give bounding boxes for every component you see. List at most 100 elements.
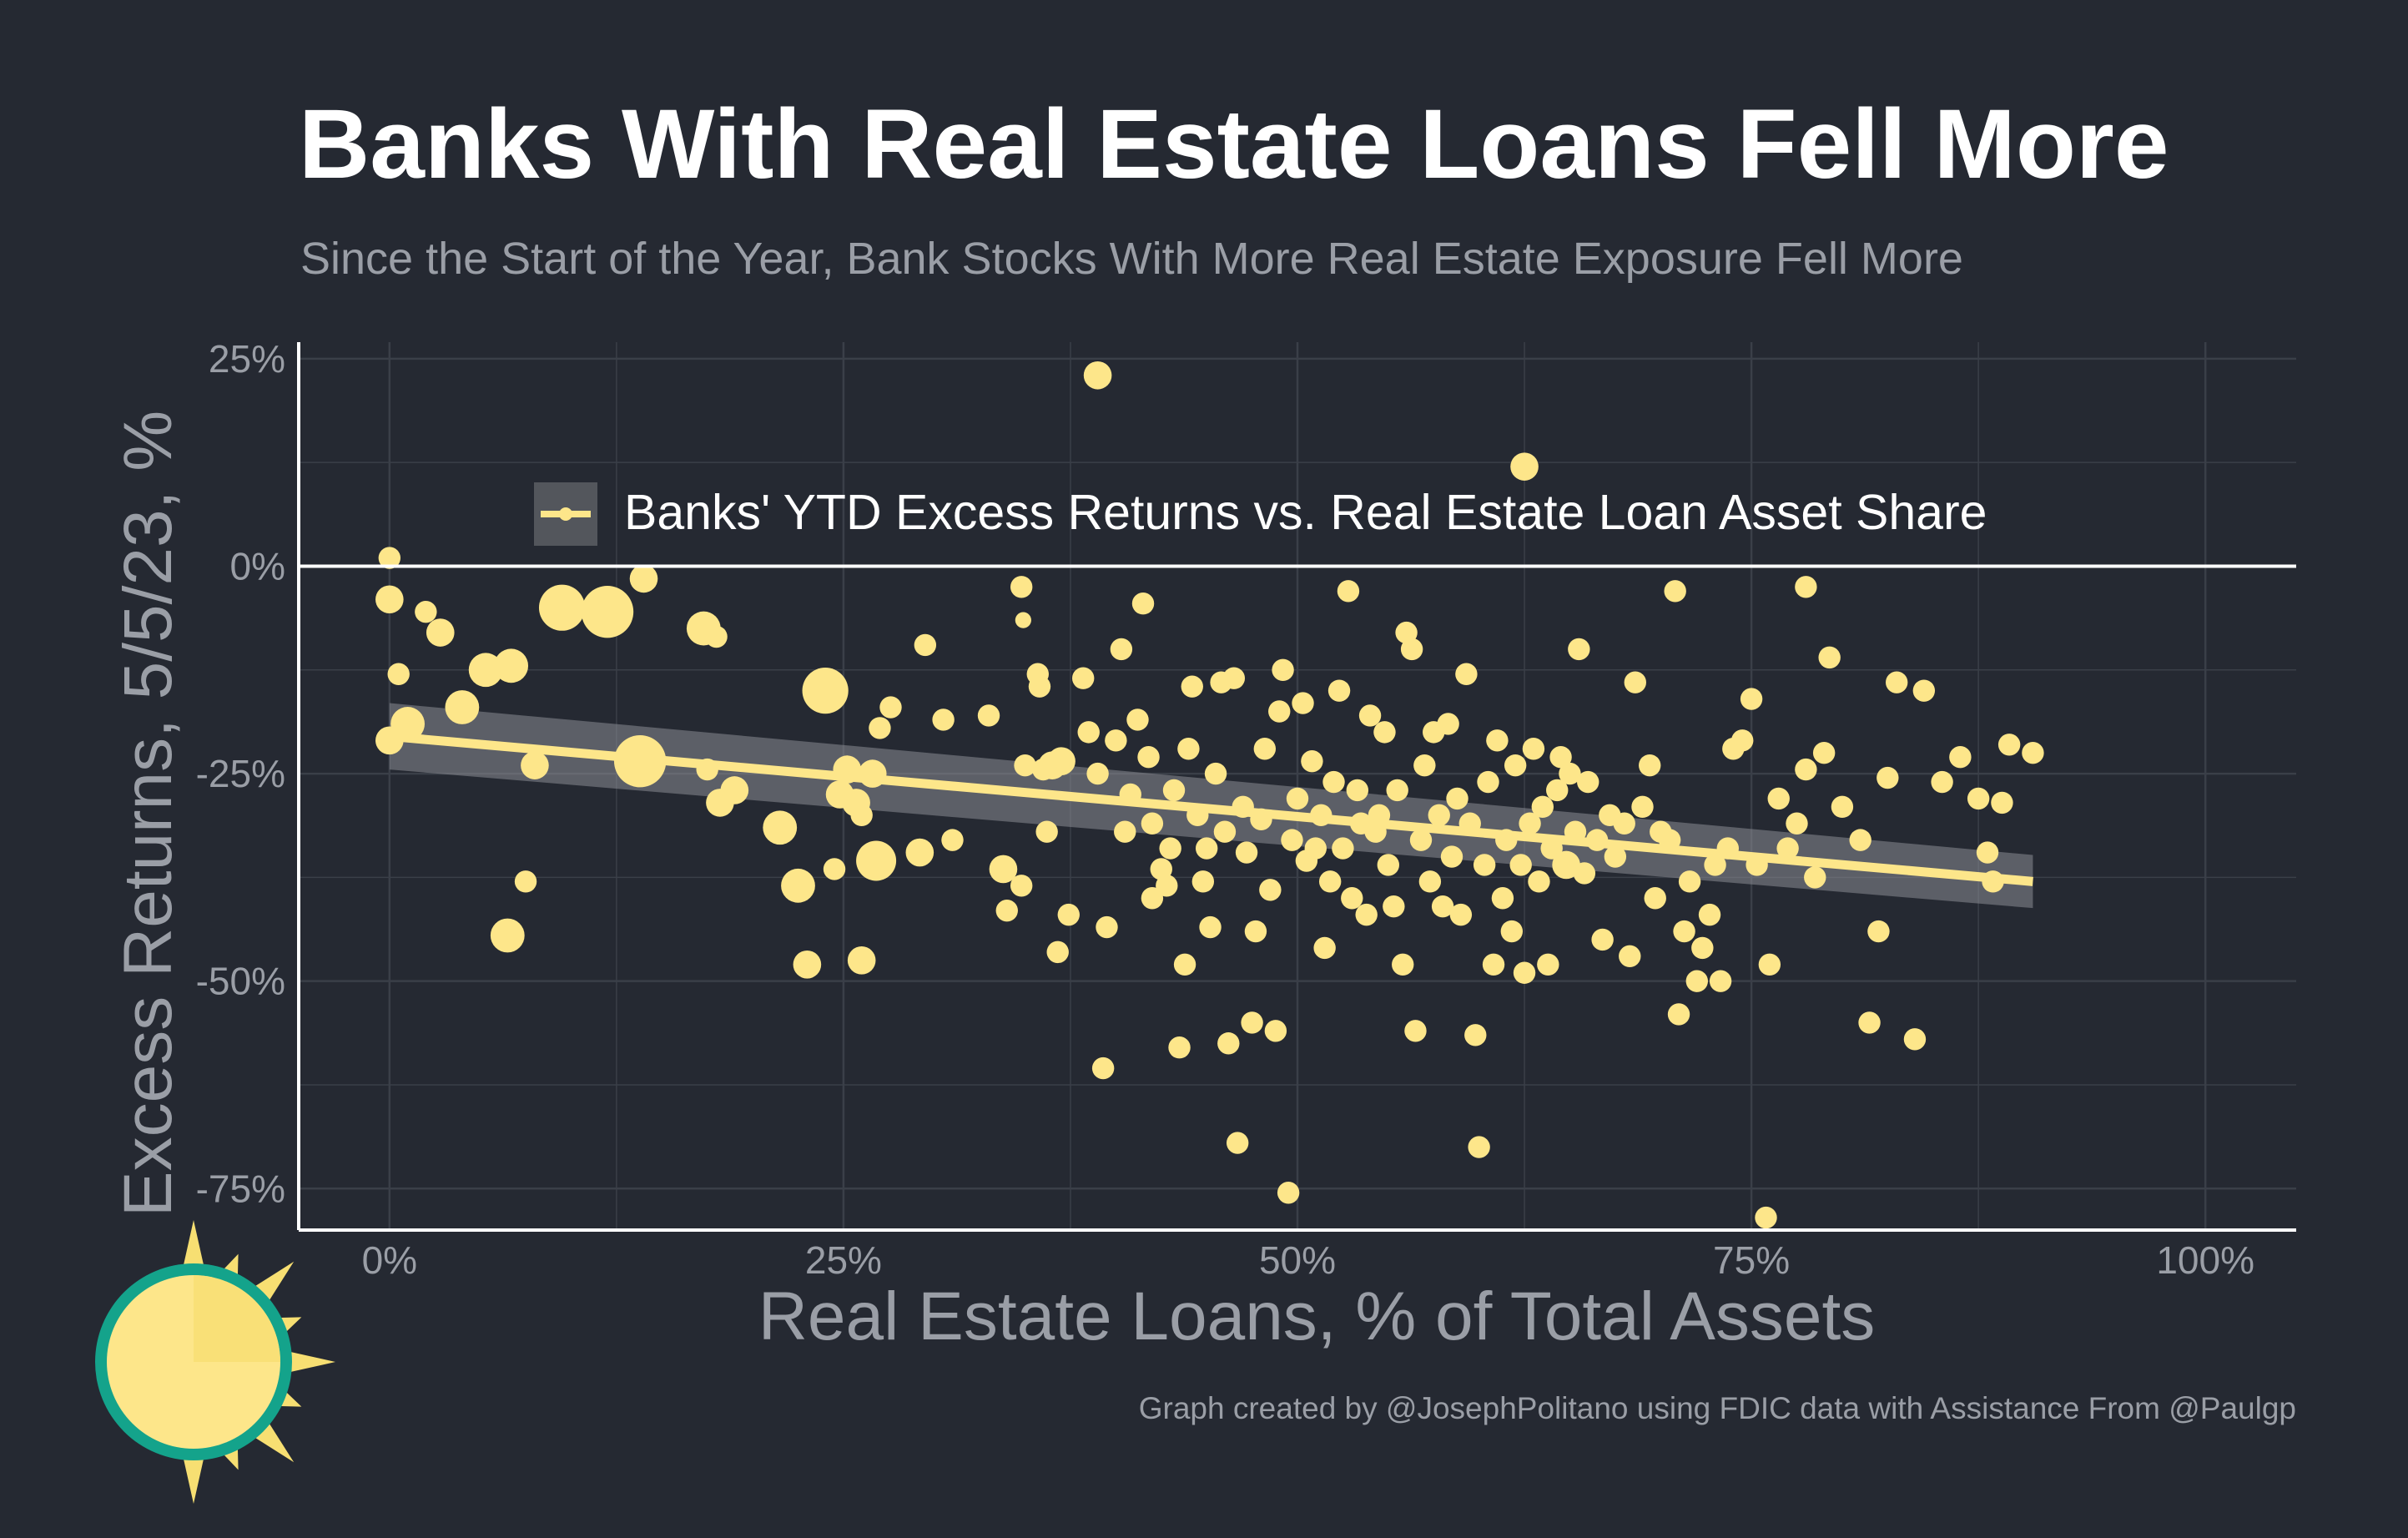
data-point-10 xyxy=(468,653,503,688)
data-point-77 xyxy=(1177,738,1200,760)
data-point-205 xyxy=(1886,671,1908,693)
data-point-28 xyxy=(823,858,846,880)
data-point-78 xyxy=(1181,675,1203,698)
data-point-214 xyxy=(1997,734,2021,756)
data-point-180 xyxy=(1673,920,1695,943)
data-point-156 xyxy=(1537,953,1559,976)
data-point-130 xyxy=(1418,870,1442,893)
data-point-112 xyxy=(1337,580,1360,603)
data-point-120 xyxy=(1373,721,1396,744)
data-point-202 xyxy=(1858,1011,1881,1034)
y-tick-label-4: -75% xyxy=(196,1167,285,1210)
data-point-1 xyxy=(1510,452,1539,481)
data-point-174 xyxy=(1639,754,1661,777)
data-point-155 xyxy=(1531,795,1554,819)
x-axis-label: Real Estate Loans, % of Total Assets xyxy=(758,1278,1876,1354)
data-point-105 xyxy=(1304,837,1327,860)
x-tick-label-0: 0% xyxy=(362,1238,417,1282)
x-tick-label-1: 25% xyxy=(805,1238,882,1282)
legend-label: Banks' YTD Excess Returns vs. Real Estat… xyxy=(624,485,1987,540)
data-point-133 xyxy=(1431,895,1454,918)
data-point-102 xyxy=(1292,692,1314,714)
data-point-35 xyxy=(856,840,897,881)
data-point-3 xyxy=(375,585,404,614)
data-point-145 xyxy=(1486,729,1509,752)
data-point-24 xyxy=(763,810,798,845)
data-point-123 xyxy=(1386,779,1408,802)
data-point-141 xyxy=(1468,1136,1490,1158)
data-point-154 xyxy=(1528,870,1550,893)
data-point-86 xyxy=(1217,1032,1240,1055)
data-point-88 xyxy=(1226,1132,1249,1154)
data-point-186 xyxy=(1709,970,1732,992)
data-point-2 xyxy=(378,547,401,569)
data-point-69 xyxy=(1141,812,1164,835)
data-point-178 xyxy=(1664,580,1686,603)
data-point-138 xyxy=(1455,663,1478,685)
data-point-137 xyxy=(1449,903,1473,926)
data-point-23 xyxy=(720,776,749,804)
data-point-206 xyxy=(1903,1028,1927,1051)
legend-dot xyxy=(559,507,572,521)
data-point-9 xyxy=(445,690,480,724)
data-point-87 xyxy=(1222,667,1246,689)
data-point-152 xyxy=(1519,812,1541,835)
data-point-109 xyxy=(1322,770,1345,794)
data-point-47 xyxy=(1015,612,1031,628)
data-point-194 xyxy=(1776,837,1799,860)
data-point-45 xyxy=(1010,875,1033,897)
data-point-58 xyxy=(1077,721,1100,744)
data-point-129 xyxy=(1413,754,1436,777)
data-point-150 xyxy=(1509,854,1532,876)
x-tick-label-4: 100% xyxy=(2156,1238,2254,1282)
data-point-167 xyxy=(1591,928,1614,951)
data-point-54 xyxy=(1046,940,1069,964)
data-point-17 xyxy=(629,564,658,593)
data-point-38 xyxy=(905,838,934,867)
data-point-4 xyxy=(387,663,410,685)
data-point-41 xyxy=(941,829,964,851)
data-point-73 xyxy=(1159,837,1181,860)
legend: Banks' YTD Excess Returns vs. Real Estat… xyxy=(534,482,1987,546)
data-point-211 xyxy=(1976,841,1999,864)
data-point-144 xyxy=(1482,953,1505,976)
data-point-125 xyxy=(1395,621,1418,644)
data-point-71 xyxy=(1150,858,1172,880)
data-point-134 xyxy=(1437,713,1459,735)
data-point-27 xyxy=(802,668,849,714)
data-point-108 xyxy=(1318,870,1342,893)
data-point-140 xyxy=(1464,1024,1487,1046)
trend-layer xyxy=(389,731,2033,886)
logo-sun-shade xyxy=(194,1275,280,1362)
data-point-197 xyxy=(1804,866,1826,889)
data-point-172 xyxy=(1624,671,1647,693)
data-point-135 xyxy=(1440,845,1463,868)
data-point-153 xyxy=(1522,738,1545,760)
y-tick-label-2: -25% xyxy=(196,752,285,795)
data-point-7 xyxy=(415,600,437,623)
data-point-60 xyxy=(1091,1056,1115,1080)
data-point-76 xyxy=(1173,953,1196,976)
data-point-124 xyxy=(1392,953,1414,976)
data-point-173 xyxy=(1631,795,1654,819)
data-point-107 xyxy=(1313,936,1336,960)
data-point-64 xyxy=(1114,820,1136,843)
chart-title: Banks With Real Estate Loans Fell More xyxy=(299,89,2169,199)
data-point-36 xyxy=(869,717,891,739)
data-point-97 xyxy=(1268,700,1291,723)
data-point-13 xyxy=(490,918,525,953)
data-point-113 xyxy=(1341,887,1363,910)
data-point-146 xyxy=(1491,887,1514,910)
data-point-56 xyxy=(1057,903,1080,926)
data-point-190 xyxy=(1740,688,1763,710)
data-point-59 xyxy=(1086,762,1109,785)
data-point-169 xyxy=(1604,845,1627,868)
data-point-39 xyxy=(914,633,937,657)
data-point-15 xyxy=(538,584,586,631)
data-point-159 xyxy=(1549,745,1572,769)
data-point-199 xyxy=(1818,646,1841,669)
data-point-68 xyxy=(1137,745,1160,769)
data-point-57 xyxy=(1071,667,1095,689)
